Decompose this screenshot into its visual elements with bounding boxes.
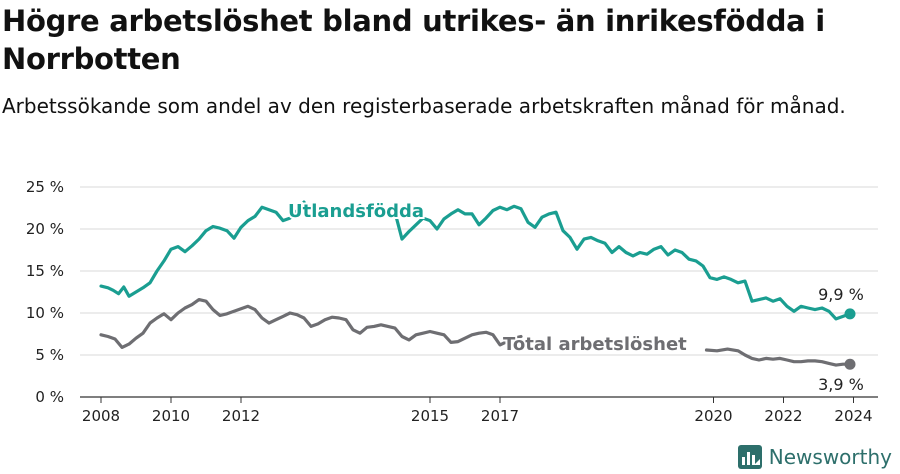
- chart-title: Högre arbetslöshet bland utrikes- än inr…: [2, 4, 825, 76]
- series-line-utlandsfodda: [99, 200, 852, 321]
- brand: Newsworthy: [737, 444, 892, 470]
- x-tick-label: 2008: [82, 407, 120, 425]
- x-tick-label: 2024: [834, 407, 872, 425]
- y-tick-label: 15 %: [26, 262, 64, 280]
- x-tick-label: 2017: [481, 407, 519, 425]
- end-point: [844, 358, 856, 370]
- y-tick-label: 0 %: [35, 388, 64, 406]
- brand-name: Newsworthy: [768, 445, 892, 469]
- y-tick-label: 10 %: [26, 304, 64, 322]
- end-value-total: 3,9 %: [818, 375, 864, 394]
- y-tick-label: 5 %: [35, 346, 64, 364]
- x-tick-label: 2015: [411, 407, 449, 425]
- x-tick-label: 2012: [222, 407, 260, 425]
- series-label-utlandsfodda: Utlandsfödda: [288, 201, 424, 222]
- x-tick-label: 2020: [694, 407, 732, 425]
- y-tick-label: 25 %: [26, 178, 64, 196]
- newsworthy-logo-icon: [737, 445, 762, 469]
- x-tick-label: 2010: [152, 407, 190, 425]
- series-label-total: Total arbetslöshet: [503, 334, 687, 355]
- end-point: [844, 308, 856, 320]
- y-tick-label: 20 %: [26, 220, 64, 238]
- end-value-utlandsfodda: 9,9 %: [818, 285, 864, 304]
- chart-subtitle: Arbetssökande som andel av den registerb…: [2, 94, 846, 118]
- series-line-total: [99, 298, 852, 367]
- x-tick-label: 2022: [764, 407, 802, 425]
